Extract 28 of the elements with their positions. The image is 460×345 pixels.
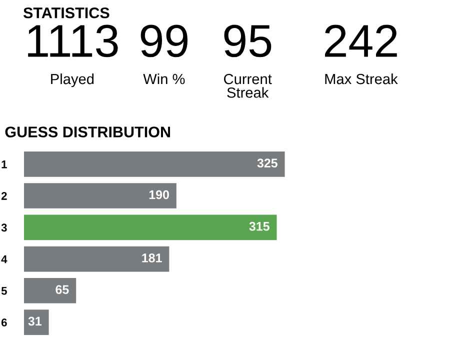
data-label: 315 <box>249 222 270 231</box>
text: 95 <box>224 24 272 58</box>
bar <box>24 183 176 208</box>
chart-title: GUESS DISTRIBUTION <box>5 126 170 138</box>
bar <box>24 152 285 177</box>
data-label: 181 <box>142 254 162 262</box>
text: Max Streak <box>325 73 398 84</box>
text: 99 <box>140 24 188 58</box>
text: Win % <box>143 73 185 84</box>
data-label: 65 <box>56 285 69 294</box>
text: STATISTICS <box>23 7 110 18</box>
text: 1113 <box>28 24 118 58</box>
y-tick-label: 1 <box>2 160 7 168</box>
y-tick-label: 2 <box>1 192 7 200</box>
text: Current Streak <box>224 74 272 98</box>
bar <box>24 310 49 335</box>
data-label: 190 <box>149 190 169 200</box>
bar <box>24 214 277 240</box>
bar <box>24 278 76 304</box>
y-tick-label: 3 <box>1 224 7 232</box>
y-tick-label: 4 <box>1 255 8 264</box>
text: Played <box>51 73 94 88</box>
text: 242 <box>325 24 397 57</box>
data-label: 31 <box>28 316 42 326</box>
bar <box>24 246 170 272</box>
y-tick-label: 6 <box>1 318 7 326</box>
y-tick-label: 5 <box>1 287 7 295</box>
data-label: 325 <box>257 158 278 168</box>
